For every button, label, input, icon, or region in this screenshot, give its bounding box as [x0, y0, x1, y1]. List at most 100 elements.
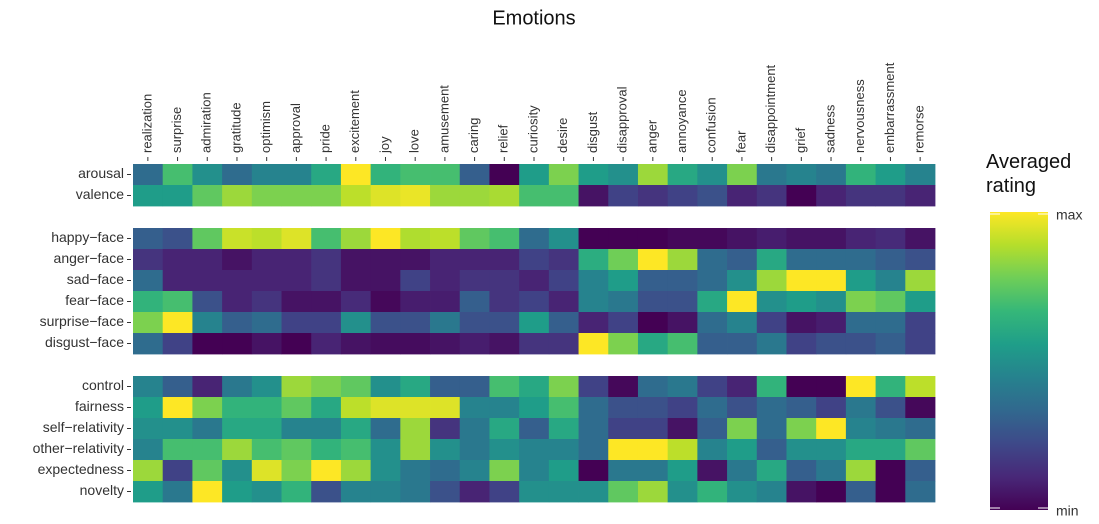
- heat-cell: [756, 418, 787, 440]
- column-label: love: [407, 129, 422, 153]
- heat-cell: [697, 291, 728, 313]
- heat-cell: [222, 376, 253, 398]
- heat-cell: [548, 481, 579, 503]
- heat-cell: [905, 228, 936, 250]
- column-label: disgust: [585, 111, 600, 153]
- heat-cell: [756, 312, 787, 334]
- heat-cell: [756, 249, 787, 271]
- heat-cell: [548, 312, 579, 334]
- heat-cell: [548, 228, 579, 250]
- heat-cell: [400, 439, 431, 461]
- heat-cell: [578, 185, 609, 207]
- heat-cell: [519, 291, 550, 313]
- heat-cell: [786, 228, 817, 250]
- heat-cell: [459, 376, 490, 398]
- chart-title: Emotions: [492, 7, 575, 29]
- heat-cell: [637, 397, 669, 419]
- heat-cell: [816, 291, 847, 313]
- row-label: control: [82, 377, 124, 393]
- heat-cell: [608, 439, 639, 461]
- heat-cell: [637, 185, 669, 207]
- heat-cell: [192, 333, 223, 355]
- heat-cell: [816, 460, 847, 482]
- heat-cell: [756, 185, 787, 207]
- heat-cell: [845, 376, 876, 398]
- heat-cell: [875, 228, 906, 250]
- heat-cell: [519, 164, 550, 186]
- heat-cell: [311, 418, 342, 440]
- heat-cell: [459, 228, 490, 250]
- heat-cell: [845, 291, 876, 313]
- heat-cell: [697, 333, 728, 355]
- heat-cell: [340, 439, 372, 461]
- heat-cell: [370, 312, 401, 334]
- heat-cell: [727, 270, 758, 292]
- row-label: arousal: [78, 165, 124, 181]
- heat-cell: [340, 185, 372, 207]
- heat-cell: [281, 270, 312, 292]
- heat-cell: [430, 376, 461, 398]
- heat-cell: [786, 312, 817, 334]
- heat-cell: [667, 270, 698, 292]
- row-label: anger−face: [54, 250, 125, 266]
- heat-cell: [578, 270, 609, 292]
- heat-cell: [578, 164, 609, 186]
- heat-cell: [162, 228, 193, 250]
- heat-cell: [370, 418, 401, 440]
- heat-cell: [370, 228, 401, 250]
- heat-cell: [756, 291, 787, 313]
- column-label: anger: [644, 119, 659, 153]
- heat-cell: [578, 291, 609, 313]
- heat-cell: [311, 481, 342, 503]
- heat-cell: [430, 481, 461, 503]
- heat-cell: [816, 439, 847, 461]
- heat-cell: [548, 418, 579, 440]
- heat-cell: [816, 333, 847, 355]
- heat-cell: [637, 228, 669, 250]
- heat-cell: [162, 397, 193, 419]
- row-label: other−relativity: [33, 440, 124, 456]
- column-label: gratitude: [228, 102, 243, 153]
- row-label: surprise−face: [40, 313, 125, 329]
- heat-cell: [400, 460, 431, 482]
- heat-cell: [400, 312, 431, 334]
- heat-cell: [519, 439, 550, 461]
- heat-cell: [459, 249, 490, 271]
- legend-title: Averaged rating: [986, 151, 1072, 197]
- heat-cell: [222, 249, 253, 271]
- column-label: excitement: [347, 90, 362, 153]
- heat-cell: [133, 460, 164, 482]
- heat-cell: [430, 460, 461, 482]
- heat-cell: [340, 164, 372, 186]
- heat-cell: [400, 333, 431, 355]
- heat-cell: [667, 164, 698, 186]
- heat-cell: [637, 460, 669, 482]
- heat-cell: [459, 185, 490, 207]
- heat-cell: [667, 249, 698, 271]
- heat-cell: [430, 397, 461, 419]
- column-label: curiosity: [525, 105, 540, 153]
- heat-cell: [578, 228, 609, 250]
- heat-cell: [311, 249, 342, 271]
- column-label: disapproval: [615, 86, 630, 153]
- row-label: novelty: [80, 482, 124, 498]
- legend-min: min: [1056, 503, 1079, 519]
- heat-cell: [133, 333, 164, 355]
- heat-cell: [459, 270, 490, 292]
- heat-cell: [697, 481, 728, 503]
- heat-cell: [370, 333, 401, 355]
- heat-cell: [430, 291, 461, 313]
- heat-cell: [786, 164, 817, 186]
- heat-cell: [519, 249, 550, 271]
- heat-cell: [756, 439, 787, 461]
- heat-cell: [786, 481, 817, 503]
- heat-cell: [786, 376, 817, 398]
- heat-cell: [637, 312, 669, 334]
- heat-cell: [222, 481, 253, 503]
- heat-cell: [340, 228, 372, 250]
- heat-cell: [816, 481, 847, 503]
- heat-cell: [251, 291, 282, 313]
- heat-cell: [370, 249, 401, 271]
- column-label: joy: [377, 136, 392, 154]
